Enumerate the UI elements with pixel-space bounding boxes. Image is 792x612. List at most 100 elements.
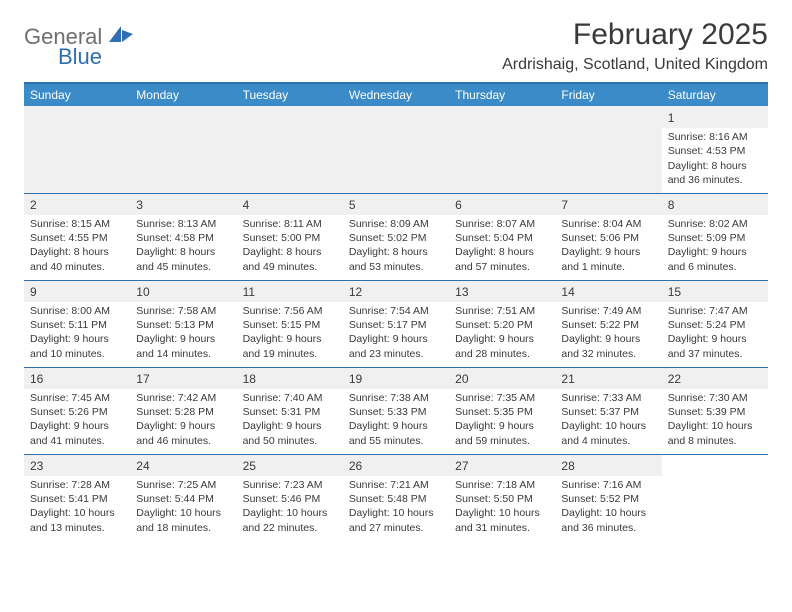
sunset-line: Sunset: 5:06 PM	[561, 231, 655, 245]
empty-day-strip	[130, 106, 236, 128]
daylight-line: Daylight: 9 hours and 14 minutes.	[136, 332, 230, 360]
sunset-line: Sunset: 5:33 PM	[349, 405, 443, 419]
sunset-line: Sunset: 5:35 PM	[455, 405, 549, 419]
sunset-line: Sunset: 4:55 PM	[30, 231, 124, 245]
sunset-line: Sunset: 5:20 PM	[455, 318, 549, 332]
sunset-line: Sunset: 5:39 PM	[668, 405, 762, 419]
calendar-cell: 27Sunrise: 7:18 AMSunset: 5:50 PMDayligh…	[449, 455, 555, 541]
day-number: 28	[555, 455, 661, 476]
location-subtitle: Ardrishaig, Scotland, United Kingdom	[502, 56, 768, 74]
weekday-header: Tuesday	[237, 84, 343, 106]
calendar-cell: 10Sunrise: 7:58 AMSunset: 5:13 PMDayligh…	[130, 281, 236, 367]
calendar-cell	[130, 106, 236, 193]
daylight-line: Daylight: 8 hours and 36 minutes.	[668, 159, 762, 187]
calendar-cell: 16 Sunrise: 7:45 AMSunset: 5:26 PMDayligh…	[24, 368, 130, 454]
calendar-cell: 12Sunrise: 7:54 AMSunset: 5:17 PMDayligh…	[343, 281, 449, 367]
sunrise-line: Sunrise: 8:02 AM	[668, 217, 762, 231]
sunrise-line: Sunrise: 7:33 AM	[561, 391, 655, 405]
sunset-line: Sunset: 5:09 PM	[668, 231, 762, 245]
daylight-line: Daylight: 9 hours and 41 minutes.	[30, 419, 124, 447]
calendar-grid: 1Sunrise: 8:16 AMSunset: 4:53 PMDaylight…	[24, 106, 768, 541]
calendar-cell: 19 Sunrise: 7:38 AMSunset: 5:33 PMDayligh…	[343, 368, 449, 454]
sunrise-line: Sunrise: 8:09 AM	[349, 217, 443, 231]
sunset-line: Sunset: 5:37 PM	[561, 405, 655, 419]
calendar-cell: 8 Sunrise: 8:02 AMSunset: 5:09 PMDaylight…	[662, 194, 768, 280]
day-number: 17	[130, 368, 236, 389]
sunrise-line: Sunrise: 7:28 AM	[30, 478, 124, 492]
sunrise-line: Sunrise: 7:40 AM	[243, 391, 337, 405]
sunset-line: Sunset: 5:26 PM	[30, 405, 124, 419]
calendar-cell: 28 Sunrise: 7:16 AMSunset: 5:52 PMDayligh…	[555, 455, 661, 541]
day-number: 26	[343, 455, 449, 476]
daylight-line: Daylight: 10 hours and 18 minutes.	[136, 506, 230, 534]
brand-name-part2: Blue	[58, 44, 169, 70]
sunset-line: Sunset: 5:46 PM	[243, 492, 337, 506]
daylight-line: Daylight: 9 hours and 28 minutes.	[455, 332, 549, 360]
daylight-line: Daylight: 9 hours and 19 minutes.	[243, 332, 337, 360]
day-number: 8	[662, 194, 768, 215]
day-number: 3	[130, 194, 236, 215]
daylight-line: Daylight: 8 hours and 57 minutes.	[455, 245, 549, 273]
day-number: 25	[237, 455, 343, 476]
daylight-line: Daylight: 8 hours and 49 minutes.	[243, 245, 337, 273]
sunrise-line: Sunrise: 7:18 AM	[455, 478, 549, 492]
day-number: 5	[343, 194, 449, 215]
sunrise-line: Sunrise: 7:45 AM	[30, 391, 124, 405]
sunset-line: Sunset: 5:24 PM	[668, 318, 762, 332]
calendar-cell: 9Sunrise: 8:00 AMSunset: 5:11 PMDaylight…	[24, 281, 130, 367]
sunrise-line: Sunrise: 7:38 AM	[349, 391, 443, 405]
sunrise-line: Sunrise: 7:16 AM	[561, 478, 655, 492]
calendar-cell: 11Sunrise: 7:56 AMSunset: 5:15 PMDayligh…	[237, 281, 343, 367]
day-number: 15	[662, 281, 768, 302]
day-number: 14	[555, 281, 661, 302]
calendar-cell: 3Sunrise: 8:13 AMSunset: 4:58 PMDaylight…	[130, 194, 236, 280]
daylight-line: Daylight: 10 hours and 8 minutes.	[668, 419, 762, 447]
calendar-cell: 21Sunrise: 7:33 AMSunset: 5:37 PMDayligh…	[555, 368, 661, 454]
calendar-cell	[343, 106, 449, 193]
daylight-line: Daylight: 10 hours and 13 minutes.	[30, 506, 124, 534]
sunset-line: Sunset: 5:52 PM	[561, 492, 655, 506]
daylight-line: Daylight: 10 hours and 36 minutes.	[561, 506, 655, 534]
calendar-cell: 22Sunrise: 7:30 AMSunset: 5:39 PMDayligh…	[662, 368, 768, 454]
day-number: 7	[555, 194, 661, 215]
day-number: 21	[555, 368, 661, 389]
brand-sail-icon	[107, 24, 135, 44]
day-number: 19	[343, 368, 449, 389]
daylight-line: Daylight: 8 hours and 45 minutes.	[136, 245, 230, 273]
sunset-line: Sunset: 5:31 PM	[243, 405, 337, 419]
sunset-line: Sunset: 5:22 PM	[561, 318, 655, 332]
daylight-line: Daylight: 9 hours and 50 minutes.	[243, 419, 337, 447]
weekday-header: Friday	[555, 84, 661, 106]
day-number: 16	[24, 368, 130, 389]
daylight-line: Daylight: 9 hours and 6 minutes.	[668, 245, 762, 273]
calendar-cell: 17Sunrise: 7:42 AMSunset: 5:28 PMDayligh…	[130, 368, 236, 454]
weekday-header: Monday	[130, 84, 236, 106]
daylight-line: Daylight: 8 hours and 53 minutes.	[349, 245, 443, 273]
daylight-line: Daylight: 9 hours and 1 minute.	[561, 245, 655, 273]
calendar-cell: 6Sunrise: 8:07 AMSunset: 5:04 PMDaylight…	[449, 194, 555, 280]
daylight-line: Daylight: 9 hours and 55 minutes.	[349, 419, 443, 447]
sunset-line: Sunset: 5:11 PM	[30, 318, 124, 332]
day-number: 22	[662, 368, 768, 389]
sunset-line: Sunset: 5:13 PM	[136, 318, 230, 332]
sunrise-line: Sunrise: 8:11 AM	[243, 217, 337, 231]
calendar-cell: 5Sunrise: 8:09 AMSunset: 5:02 PMDaylight…	[343, 194, 449, 280]
sunrise-line: Sunrise: 7:35 AM	[455, 391, 549, 405]
sunset-line: Sunset: 5:41 PM	[30, 492, 124, 506]
calendar-cell: 18Sunrise: 7:40 AMSunset: 5:31 PMDayligh…	[237, 368, 343, 454]
daylight-line: Daylight: 9 hours and 10 minutes.	[30, 332, 124, 360]
calendar-cell: 15Sunrise: 7:47 AMSunset: 5:24 PMDayligh…	[662, 281, 768, 367]
calendar-cell	[237, 106, 343, 193]
sunset-line: Sunset: 5:17 PM	[349, 318, 443, 332]
sunrise-line: Sunrise: 8:07 AM	[455, 217, 549, 231]
sunset-line: Sunset: 4:53 PM	[668, 144, 762, 158]
sunset-line: Sunset: 5:48 PM	[349, 492, 443, 506]
calendar-cell	[449, 106, 555, 193]
calendar-cell	[662, 455, 768, 541]
calendar-cell: 7Sunrise: 8:04 AMSunset: 5:06 PMDaylight…	[555, 194, 661, 280]
sunrise-line: Sunrise: 8:15 AM	[30, 217, 124, 231]
brand-logo: General Blue	[24, 18, 135, 76]
weekday-header-row: Sunday Monday Tuesday Wednesday Thursday…	[24, 84, 768, 106]
sunrise-line: Sunrise: 7:21 AM	[349, 478, 443, 492]
sunset-line: Sunset: 5:50 PM	[455, 492, 549, 506]
